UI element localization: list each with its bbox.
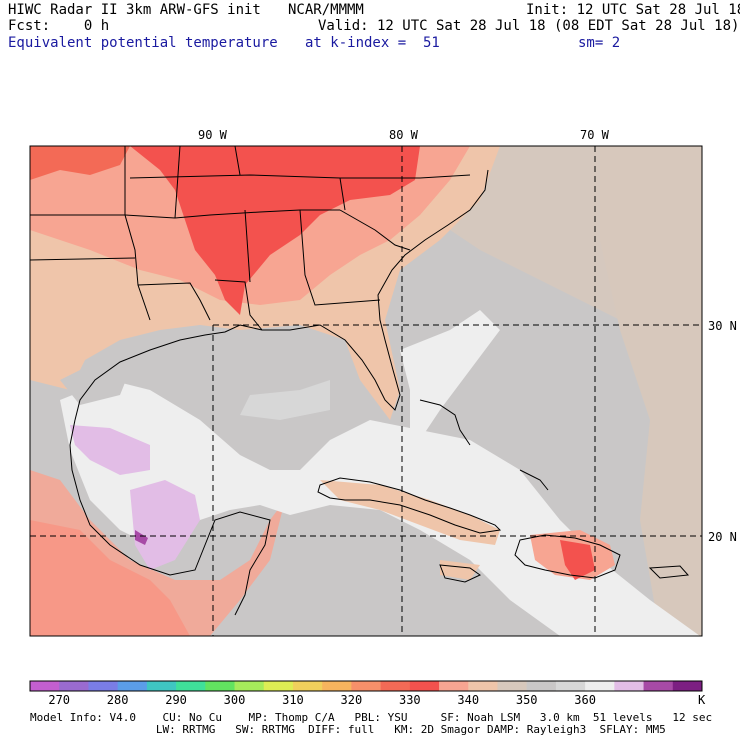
footer-model-info: Model Info: V4.0 CU: No Cu MP: Thomp C/A… xyxy=(30,711,713,724)
colorbar-tick-label: 270 xyxy=(48,693,70,707)
colorbar-swatch xyxy=(322,681,352,691)
header-org: NCAR/MMMM xyxy=(288,2,364,18)
colorbar-tick-label: 290 xyxy=(165,693,187,707)
colorbar-swatch xyxy=(234,681,265,691)
colorbar-swatch xyxy=(526,681,557,691)
colorbar-swatch xyxy=(468,681,498,691)
colorbar-swatch xyxy=(88,681,119,691)
colorbar-swatch xyxy=(176,681,206,691)
coastlines xyxy=(30,146,690,616)
header-fcst: Fcst: 0 h xyxy=(8,18,110,34)
colorbar-labels: 270 280 290 300 310 320 330 340 350 360 xyxy=(48,693,596,707)
footer-physics: LW: RRTMG SW: RRTMG DIFF: full KM: 2D Sm… xyxy=(30,723,666,736)
colorbar-tick-label: 280 xyxy=(107,693,129,707)
colorbar-swatch xyxy=(672,681,703,691)
lon-label-80w: 80 W xyxy=(389,128,419,142)
lat-label-20n: 20 N xyxy=(708,530,737,544)
map-frame xyxy=(29,145,703,637)
colorbar-frame xyxy=(29,680,703,692)
colorbar-tick-label: 300 xyxy=(224,693,246,707)
lon-label-70w: 70 W xyxy=(580,128,610,142)
colorbar xyxy=(29,680,703,692)
latlon-grid xyxy=(30,146,702,636)
colorbar-tick-label: 320 xyxy=(341,693,363,707)
header-valid: Valid: 12 UTC Sat 28 Jul 18 (08 EDT Sat … xyxy=(318,18,740,34)
colorbar-swatch xyxy=(30,681,60,691)
header-sm: sm= 2 xyxy=(578,35,621,51)
colorbar-tick-label: 330 xyxy=(399,693,421,707)
colorbar-swatch xyxy=(555,681,586,691)
colorbar-tick-label: 340 xyxy=(457,693,479,707)
header-field: Equivalent potential temperature xyxy=(8,35,278,51)
header-init: Init: 12 UTC Sat 28 Jul 18 xyxy=(526,2,740,18)
colorbar-swatch xyxy=(585,681,615,691)
colorbar-swatch xyxy=(205,681,236,691)
colorbar-swatch xyxy=(146,681,177,691)
colorbar-swatch xyxy=(292,681,323,691)
colorbar-swatch xyxy=(351,681,382,691)
colorbar-swatch xyxy=(643,681,674,691)
colorbar-swatch xyxy=(59,681,89,691)
colorbar-swatch xyxy=(614,681,645,691)
lat-label-30n: 30 N xyxy=(708,319,737,333)
header-kindex: at k-index = 51 xyxy=(305,35,440,51)
theta-e-field xyxy=(30,146,702,636)
header-title: HIWC Radar II 3km ARW-GFS init xyxy=(8,2,261,18)
colorbar-swatch xyxy=(497,681,528,691)
colorbar-swatch xyxy=(117,681,148,691)
colorbar-swatch xyxy=(409,681,440,691)
colorbar-tick-label: 360 xyxy=(574,693,596,707)
colorbar-swatch xyxy=(439,681,469,691)
colorbar-unit: K xyxy=(698,693,706,707)
lon-label-90w: 90 W xyxy=(198,128,228,142)
colorbar-swatch xyxy=(263,681,294,691)
colorbar-tick-label: 350 xyxy=(516,693,538,707)
colorbar-tick-label: 310 xyxy=(282,693,304,707)
colorbar-swatch xyxy=(380,681,411,691)
